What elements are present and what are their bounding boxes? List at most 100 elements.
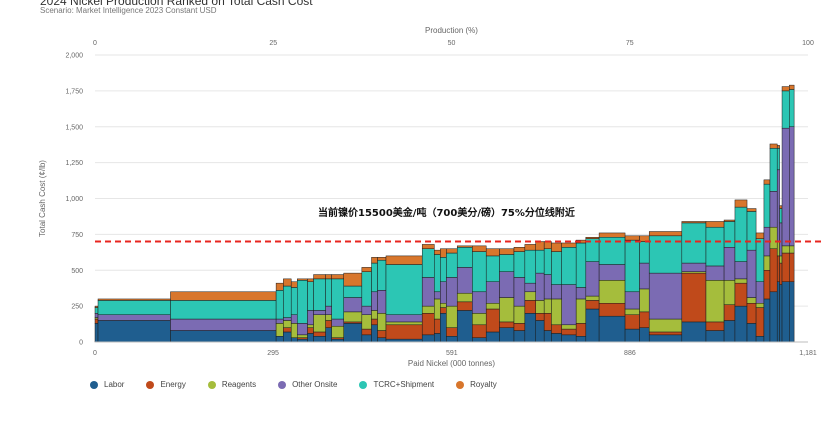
bar-segment-royalty [421, 244, 435, 249]
bar-segment-other-onsite [734, 261, 748, 280]
bar-segment-energy [779, 262, 783, 285]
bar-segment-other-onsite [769, 191, 778, 228]
bar-segment-labor [94, 323, 99, 343]
bar-segment-tcrc-shipment [275, 290, 284, 320]
bar-segment-reagents [472, 313, 487, 326]
bar-segment-labor [779, 284, 783, 343]
bar-segment-reagents [456, 292, 473, 303]
bar-segment-labor [575, 336, 587, 343]
legend-item: Energy [146, 380, 186, 389]
bar-segment-energy [313, 331, 326, 337]
bar-segment-labor [723, 320, 736, 343]
bar-segment-other-onsite [331, 318, 344, 327]
bar-segment-labor [283, 331, 292, 343]
bar-segment-labor [789, 281, 795, 343]
bar-segment-energy [705, 321, 725, 331]
bar-segment-tcrc-shipment [331, 278, 344, 320]
y-tick-label: 1,500 [65, 124, 83, 131]
bar-segment-energy [598, 303, 626, 317]
bar-segment-labor [275, 336, 284, 343]
bar-segment-reagents [779, 255, 783, 264]
bar-segment-tcrc-shipment [290, 287, 298, 315]
bar-segment-reagents [440, 303, 447, 308]
bar-segment-reagents [377, 313, 387, 331]
x-axis-title: Paid Nickel (000 tonnes) [408, 359, 495, 368]
top-tick-label: 75 [626, 40, 634, 47]
bar-segment-labor [585, 308, 600, 343]
bar-segment-tcrc-shipment [639, 241, 650, 264]
legend-item: TCRC+Shipment [359, 380, 434, 389]
bar-segment-reagents [723, 280, 736, 305]
bar-segment-other-onsite [746, 249, 757, 298]
bar-segment-energy [585, 300, 600, 310]
bar-segment-labor [513, 330, 526, 343]
y-tick-label: 0 [79, 340, 83, 347]
bar-segment-royalty [313, 274, 326, 280]
bar-segment-other-onsite [485, 281, 500, 304]
bar-segment-royalty [561, 242, 577, 248]
bar-segment-tcrc-shipment [456, 247, 473, 268]
bar-segment-royalty [734, 199, 748, 208]
bar-segment-labor [705, 330, 725, 343]
bar-segment-labor [755, 336, 765, 343]
bar-segment-energy [624, 314, 640, 330]
bar-segment-reagents [551, 298, 562, 326]
x-tick-label: 1,181 [799, 350, 817, 357]
legend-label: Labor [104, 380, 125, 389]
bar-segment-tcrc-shipment [97, 300, 171, 315]
bar-segment-other-onsite [648, 272, 683, 320]
bar-segment-labor [624, 328, 640, 343]
bar-segment-labor [97, 320, 171, 343]
y-tick-label: 1,250 [65, 160, 83, 167]
bar-segment-tcrc-shipment [781, 90, 790, 129]
bar-segment-reagents [543, 298, 552, 314]
bar-segment-royalty [434, 249, 441, 255]
bar-segment-energy [561, 328, 577, 336]
bar-segment-tcrc-shipment [734, 206, 748, 262]
reference-overlays: 当前镍价15500美金/吨（700美分/磅）75%分位线附近 [95, 206, 824, 243]
bar-segment-tcrc-shipment [361, 271, 372, 307]
legend-label: Reagents [221, 380, 257, 389]
bar-segment-other-onsite [779, 222, 783, 257]
chart-subtitle: Scenario: Market Intelligence 2023 Const… [40, 6, 217, 15]
bar-segment-energy [385, 324, 423, 340]
bar-segment-labor [446, 336, 458, 343]
bar-segment-other-onsite [543, 274, 552, 300]
bar-segment-labor [763, 298, 771, 343]
bar-segment-tcrc-shipment [499, 254, 515, 272]
bar-segment-energy [769, 248, 778, 293]
bar-segment-labor [421, 334, 435, 343]
bar-segment-reagents [781, 245, 790, 254]
bar-segment-labor [648, 334, 683, 343]
bar-segment-labor [499, 327, 515, 343]
bar-segment-royalty [598, 232, 626, 238]
bar-segment-energy [551, 324, 562, 334]
bar-segment-tcrc-shipment [598, 236, 626, 265]
bar-segment-royalty [776, 145, 780, 149]
bar-segment-tcrc-shipment [440, 257, 447, 282]
bar-segment-energy [513, 323, 526, 331]
legend-item: Labor [90, 380, 124, 389]
bar-segment-reagents [485, 303, 500, 310]
top-axis-title: Production (%) [425, 26, 478, 35]
price-annotation: 当前镍价15500美金/吨（700美分/磅）75%分位线附近 [318, 206, 575, 219]
bar-segment-tcrc-shipment [377, 259, 387, 291]
bar-segment-labor [434, 333, 441, 343]
bar-segment-tcrc-shipment [624, 239, 640, 293]
bar-segment-energy [440, 307, 447, 314]
bar-segment-energy [361, 328, 372, 336]
bar-segment-royalty [275, 282, 284, 291]
bar-segment-royalty [499, 248, 515, 255]
bar-segment-labor [456, 310, 473, 343]
bar-segment-royalty [446, 248, 458, 254]
legend-swatch [359, 380, 368, 389]
bar-segment-royalty [781, 86, 790, 92]
bar-segment-other-onsite [421, 277, 435, 307]
bar-segment-labor [170, 330, 277, 343]
bar-segment-royalty [472, 245, 487, 252]
bar-segment-other-onsite [524, 282, 536, 293]
bar-segment-labor [776, 281, 780, 343]
bar-segment-other-onsite [456, 267, 473, 294]
bar-segment-reagents [361, 314, 372, 330]
